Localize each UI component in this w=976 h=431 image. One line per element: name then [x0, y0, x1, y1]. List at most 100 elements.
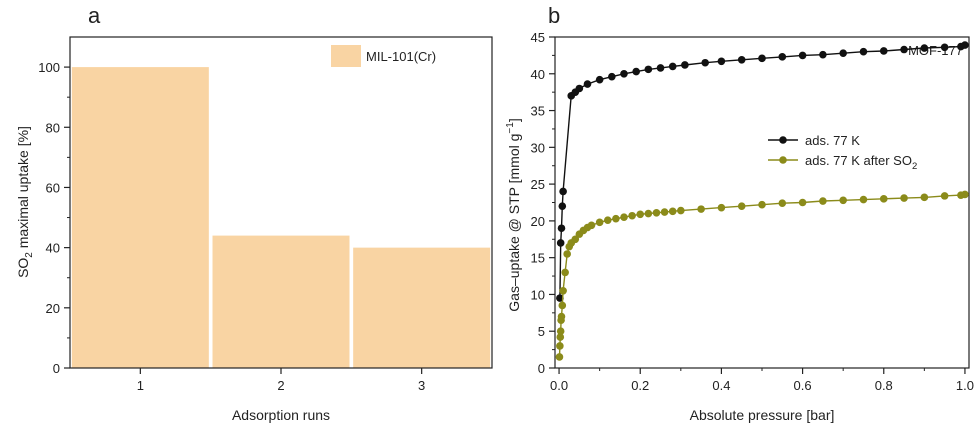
data-point [859, 195, 868, 204]
y-tick-label: 30 [531, 140, 545, 155]
panel-a-legend: MIL-101(Cr) [331, 45, 436, 67]
data-point [839, 49, 847, 57]
data-point [556, 333, 565, 341]
data-point [557, 312, 566, 321]
data-point [940, 43, 949, 52]
data-point [940, 192, 949, 200]
x-tick-label: 3 [418, 378, 425, 393]
y-tick-label: 25 [531, 177, 545, 192]
data-point [636, 210, 645, 219]
data-point [681, 61, 689, 69]
x-tick-label: 2 [277, 378, 284, 393]
data-point [556, 342, 564, 350]
y-tick-label: 10 [531, 287, 545, 302]
data-point [737, 56, 746, 64]
panel-a-bar-chart: a 0 20 40 60 80 100 1 2 3 Adsorption runs SO2 m… [15, 3, 493, 423]
data-point [558, 301, 567, 310]
y-tick-label: 40 [531, 67, 545, 82]
data-point [558, 202, 567, 210]
data-point [668, 62, 677, 71]
data-point [595, 218, 604, 227]
series-line-1 [558, 193, 966, 358]
x-tick-label: 0.0 [550, 378, 568, 393]
y-tick-label: 15 [531, 251, 545, 266]
data-point [556, 294, 564, 302]
legend-label-after-so2: ads. 77 K after SO2 [805, 153, 917, 172]
panel-b-line-chart: b MOF-177 0 5 10 15 20 25 30 35 40 45 0.0 0.2 0.4 0.… [505, 3, 974, 423]
y-tick-label: 100 [38, 60, 60, 75]
bar-run-3 [353, 247, 491, 368]
bar-run-2 [212, 235, 350, 368]
panel-b-y-axis-label: Gas–uptake @ STP [mmol g−1] [505, 118, 522, 311]
bar-run-1 [71, 67, 209, 368]
y-tick-label: 0 [538, 361, 545, 376]
data-point [879, 47, 888, 55]
data-point [717, 57, 726, 66]
data-point [697, 205, 705, 213]
data-point [628, 211, 636, 220]
data-point [778, 199, 787, 208]
x-tick-label: 1 [137, 378, 144, 393]
data-point [587, 221, 596, 230]
data-point [652, 208, 661, 217]
data-point [608, 72, 616, 81]
panel-b-title: MOF-177 [908, 43, 963, 58]
panel-a-letter: a [88, 3, 101, 28]
y-tick-label: 40 [46, 241, 60, 256]
data-point [839, 196, 847, 205]
data-point [603, 216, 612, 224]
data-point [758, 54, 766, 63]
data-point [879, 195, 888, 203]
y-tick-label: 60 [46, 180, 60, 195]
panel-a-x-axis-label: Adsorption runs [232, 407, 330, 423]
data-point [620, 213, 628, 222]
data-point [819, 197, 827, 205]
y-tick-label: 45 [531, 30, 545, 45]
legend-swatch-mil101 [331, 45, 361, 67]
y-tick-label: 0 [53, 361, 60, 376]
data-point [556, 239, 565, 247]
panel-b-legend: ads. 77 K ads. 77 K after SO2 [768, 133, 917, 172]
y-tick-label: 35 [531, 104, 545, 119]
x-tick-label: 0.2 [631, 378, 649, 393]
data-point [758, 200, 766, 209]
x-tick-label: 0.8 [875, 378, 893, 393]
data-point [563, 250, 571, 258]
y-tick-label: 5 [538, 324, 545, 339]
legend-label-ads77k: ads. 77 K [805, 133, 860, 148]
data-point [644, 65, 653, 74]
x-tick-label: 1.0 [956, 378, 974, 393]
panel-b-letter: b [548, 3, 560, 28]
data-point [819, 50, 827, 59]
data-point [620, 69, 628, 78]
data-point [737, 202, 746, 210]
data-point [961, 41, 969, 49]
y-tick-label: 20 [46, 301, 60, 316]
x-tick-label: 0.6 [794, 378, 812, 393]
y-tick-label: 20 [531, 214, 545, 229]
data-point [557, 224, 566, 233]
data-point [612, 214, 620, 223]
data-point [900, 45, 908, 54]
legend-label-mil101: MIL-101(Cr) [366, 49, 436, 64]
data-point [798, 51, 807, 60]
legend-marker-ads77k [779, 136, 787, 144]
data-point [677, 206, 685, 215]
data-point [555, 353, 564, 361]
data-point [660, 208, 669, 216]
y-tick-label: 80 [46, 120, 60, 135]
panel-a-y-axis-label: SO2 maximal uptake [%] [15, 126, 35, 278]
data-point [559, 286, 567, 295]
data-point [632, 67, 640, 76]
data-point [798, 198, 807, 207]
data-point [575, 84, 584, 93]
data-point [583, 80, 592, 88]
data-point [595, 75, 604, 84]
data-point [656, 64, 665, 72]
data-point [717, 203, 726, 212]
data-point [668, 207, 677, 216]
data-point [859, 47, 868, 56]
data-point [900, 194, 908, 202]
series-line-0 [559, 44, 966, 299]
